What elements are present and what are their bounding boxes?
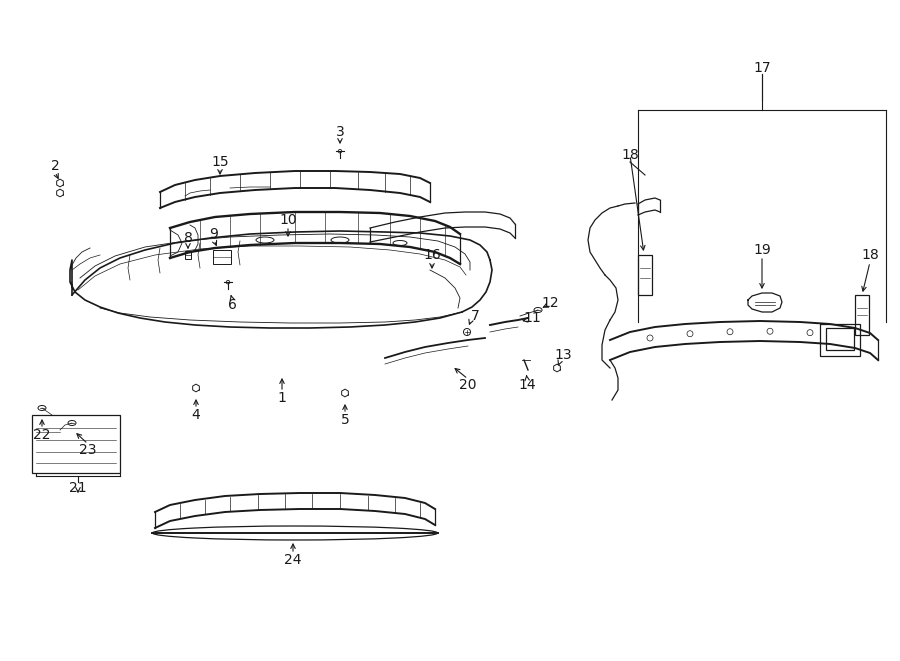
Bar (820, 324, 860, 356)
Text: 18: 18 (621, 148, 639, 162)
Bar (184, 251, 191, 259)
Text: 22: 22 (33, 428, 50, 442)
Text: 17: 17 (753, 61, 770, 75)
Text: 23: 23 (79, 443, 97, 457)
Text: 24: 24 (284, 553, 302, 567)
Text: 16: 16 (423, 248, 441, 262)
Text: 14: 14 (518, 378, 536, 392)
Bar (826, 328, 854, 350)
Text: 19: 19 (753, 243, 771, 257)
Text: 4: 4 (192, 408, 201, 422)
Text: 6: 6 (228, 298, 237, 312)
Text: 12: 12 (541, 296, 559, 310)
Text: 15: 15 (212, 155, 229, 169)
Text: 3: 3 (336, 125, 345, 139)
Text: 1: 1 (277, 391, 286, 405)
Text: 13: 13 (554, 348, 572, 362)
Text: 7: 7 (471, 309, 480, 323)
Bar (638, 255, 652, 295)
Text: 2: 2 (50, 159, 59, 173)
Text: 10: 10 (279, 213, 297, 227)
Text: 18: 18 (861, 248, 879, 262)
Text: 11: 11 (523, 311, 541, 325)
Bar (32, 415, 120, 473)
Text: 20: 20 (459, 378, 477, 392)
Bar (855, 295, 869, 335)
Text: 21: 21 (69, 481, 86, 495)
Text: 8: 8 (184, 231, 193, 245)
Text: 9: 9 (210, 227, 219, 241)
Bar (213, 250, 231, 264)
Text: 5: 5 (340, 413, 349, 427)
